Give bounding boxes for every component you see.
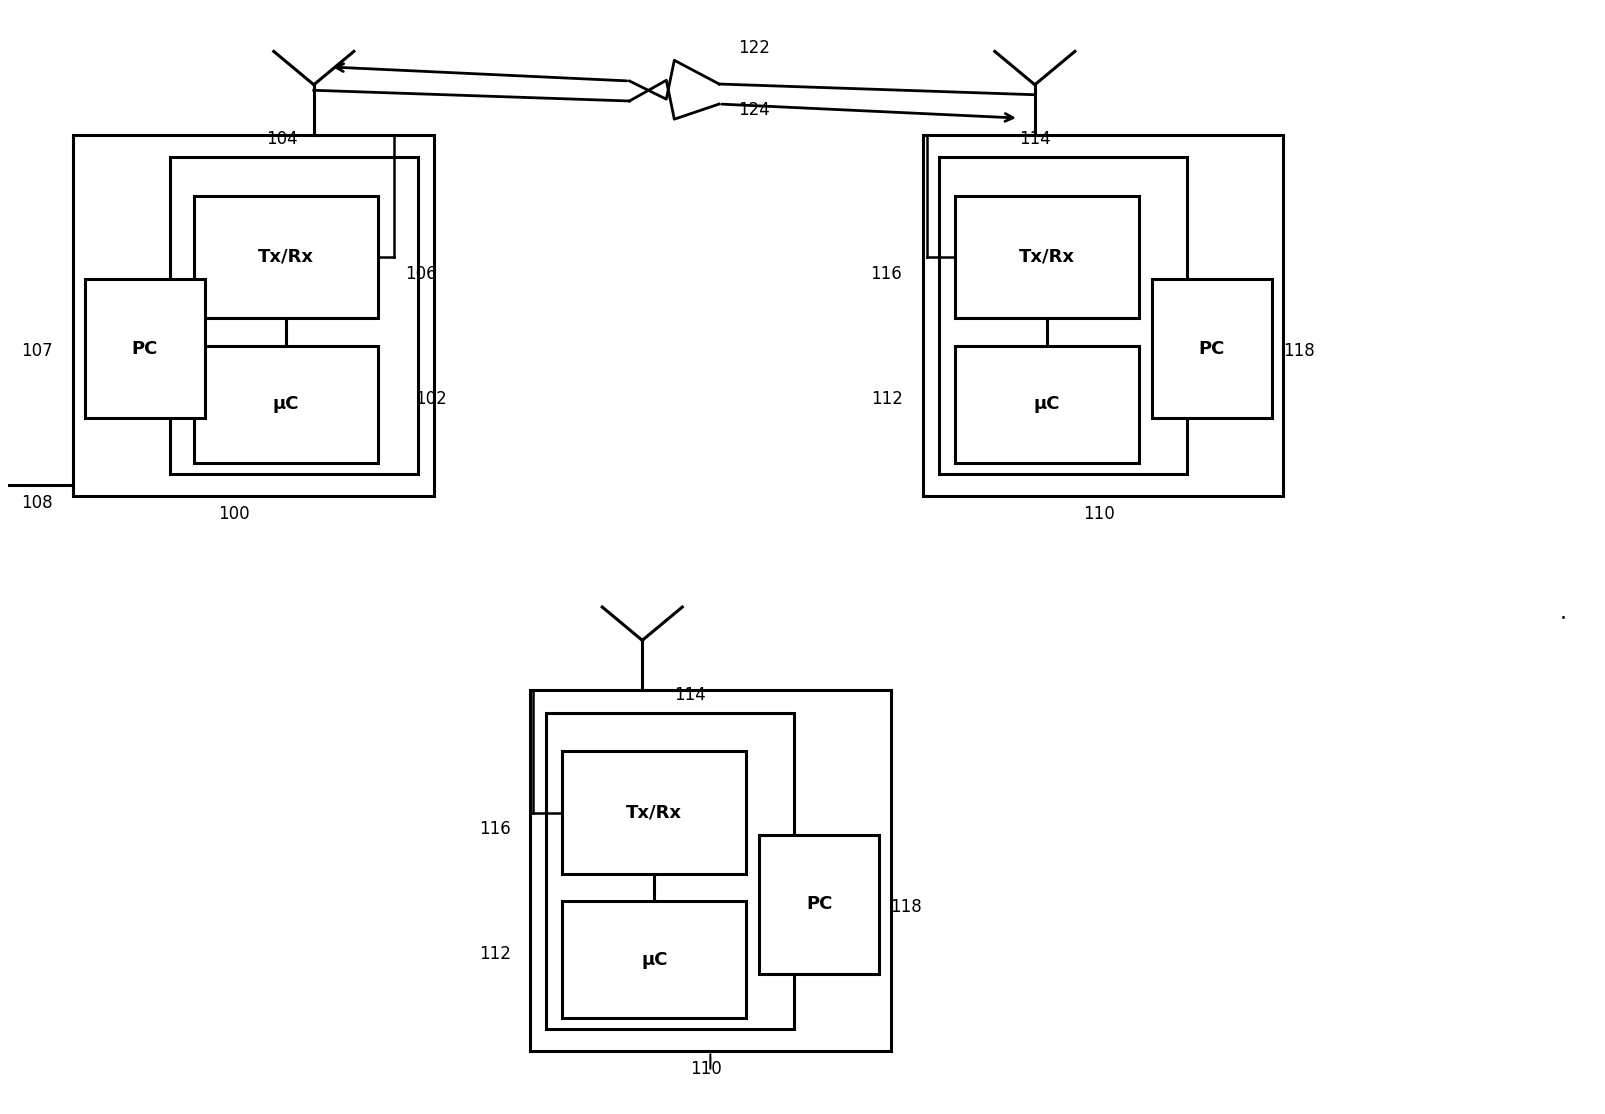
Text: 112: 112 [478,945,510,962]
Bar [1152,280,1271,418]
Text: PC: PC [806,896,833,913]
Text: 114: 114 [674,686,706,704]
Text: 124: 124 [738,101,770,119]
Text: 102: 102 [414,390,446,408]
Bar [530,691,891,1052]
Bar [562,752,746,873]
Bar [546,713,794,1029]
Bar [923,135,1282,496]
Bar [562,901,746,1018]
Text: 116: 116 [870,265,902,283]
Text: Tx/Rx: Tx/Rx [258,248,315,266]
Text: 110: 110 [690,1061,722,1078]
Text: μC: μC [273,395,299,413]
Bar [194,345,377,462]
Bar [170,157,417,473]
Bar [955,345,1140,462]
Text: 108: 108 [21,494,53,511]
Bar [194,196,377,319]
Text: 118: 118 [891,898,923,916]
Text: 104: 104 [266,130,297,148]
Text: PC: PC [1199,340,1225,358]
Bar [939,157,1188,473]
Text: 100: 100 [218,505,249,522]
Text: Tx/Rx: Tx/Rx [1019,248,1075,266]
Text: 118: 118 [1282,342,1314,361]
Text: 112: 112 [872,390,904,408]
Bar [85,280,205,418]
Bar [759,834,880,974]
Text: 110: 110 [1083,505,1115,522]
Text: 114: 114 [1019,130,1051,148]
Text: μC: μC [640,951,668,969]
Bar [74,135,433,496]
Text: 122: 122 [738,39,770,57]
Text: Tx/Rx: Tx/Rx [626,803,682,822]
Text: ⋅: ⋅ [1560,608,1566,628]
Text: 116: 116 [480,820,510,838]
Text: PC: PC [132,340,157,358]
Text: 107: 107 [21,342,53,361]
Text: μC: μC [1034,395,1059,413]
Bar [955,196,1140,319]
Text: 106: 106 [404,265,437,283]
